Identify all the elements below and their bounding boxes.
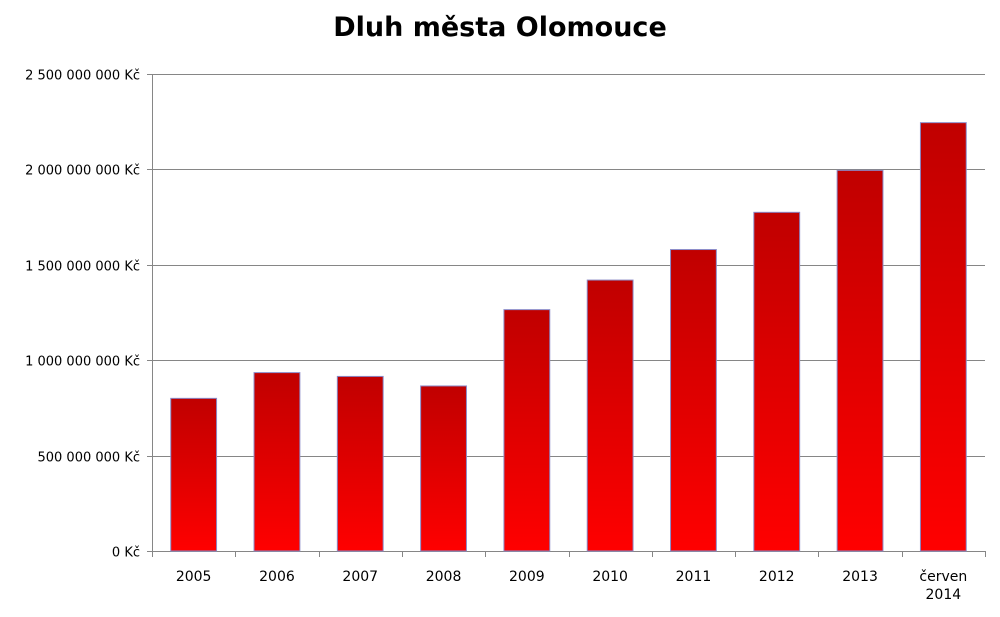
- y-tick-label: 1 500 000 000 Kč: [25, 260, 140, 275]
- y-tick-label: 500 000 000 Kč: [37, 451, 140, 466]
- bar: [836, 169, 884, 552]
- bar: [670, 249, 717, 552]
- y-tick-label: 2 500 000 000 Kč: [25, 69, 140, 84]
- y-tick-label: 2 000 000 000 Kč: [25, 164, 140, 179]
- x-tick-label: 2006: [259, 569, 295, 585]
- y-tick-label: 1 000 000 000 Kč: [25, 355, 140, 370]
- bar: [420, 385, 467, 552]
- bar: [503, 309, 551, 552]
- x-tick-label: 2007: [342, 569, 378, 585]
- x-tick-label: 2011: [676, 569, 712, 585]
- x-tick-label: 2012: [759, 569, 795, 585]
- x-tick-label: červen 2014: [919, 569, 967, 603]
- bar: [919, 122, 967, 552]
- y-tick-label: 0 Kč: [112, 546, 140, 561]
- x-tick-label: 2013: [842, 569, 878, 585]
- x-tick-label: 2005: [176, 569, 212, 585]
- bar: [586, 279, 634, 552]
- chart-title: Dluh města Olomouce: [333, 12, 667, 43]
- bar: [336, 375, 384, 552]
- bar: [170, 397, 218, 552]
- x-tick-label: 2008: [426, 569, 462, 585]
- bar: [253, 372, 301, 552]
- bar: [753, 211, 801, 552]
- x-tick-label: 2009: [509, 569, 545, 585]
- x-tick-label: 2010: [592, 569, 628, 585]
